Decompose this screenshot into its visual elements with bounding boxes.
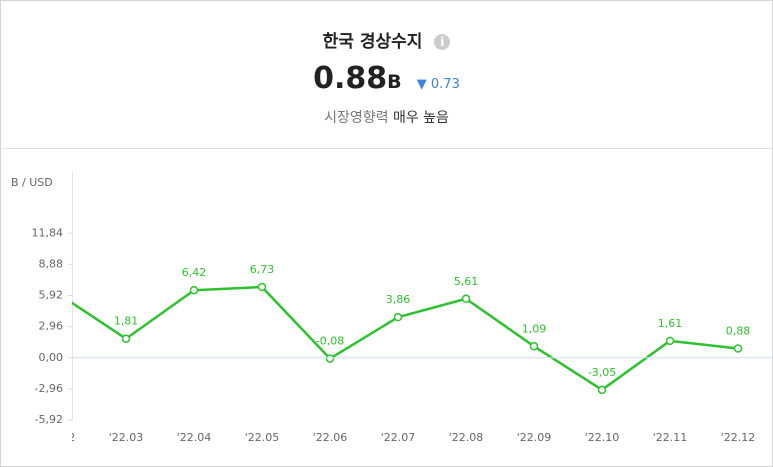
value-label: -0,08: [316, 335, 344, 348]
x-tick-label: '22.02: [41, 431, 76, 444]
value-label: 5,61: [454, 275, 479, 288]
value-label: 6,73: [250, 263, 275, 276]
x-tick-label: '22.06: [313, 431, 348, 444]
y-tick-label: 0,00: [39, 351, 64, 364]
unit: B: [387, 71, 402, 93]
y-axis-label: B / USD: [11, 176, 53, 189]
chart: B / USD '22.02 '22.03 '22.04 '22.05 '22.06 '2…: [11, 171, 772, 444]
x-tick-label: '22.11: [653, 431, 688, 444]
value-row: 0.88B ▼ 0.73: [1, 61, 772, 96]
impact-label: 시장영향력: [324, 110, 389, 126]
change-value: 0.73: [430, 77, 460, 92]
x-tick-label: '22.08: [449, 431, 484, 444]
value-label: 1,81: [114, 315, 139, 328]
value-label: 6,42: [182, 266, 207, 279]
y-tick-label: 8,88: [39, 257, 64, 270]
x-tick-label: '22.04: [177, 431, 212, 444]
change: ▼ 0.73: [416, 77, 460, 92]
point: [189, 285, 199, 295]
value: 0.88: [313, 61, 388, 96]
y-tick-label: 5,92: [39, 289, 64, 302]
info-icon[interactable]: i: [434, 34, 451, 50]
point: [597, 385, 607, 395]
impact: 시장영향력 매우 높음: [1, 107, 772, 127]
point: [257, 282, 267, 292]
title-row: 한국 경상수지 i: [1, 27, 772, 52]
value-label: 1,61: [658, 317, 683, 330]
x-tick-label: '22.09: [517, 431, 552, 444]
point: [393, 312, 403, 322]
point: [121, 334, 131, 343]
y-tick-label: -2,96: [35, 382, 63, 395]
value-label: 1,09: [522, 322, 547, 335]
point: [461, 294, 471, 304]
x-tick-label: '22.10: [585, 431, 620, 444]
x-tick-label: '22.12: [721, 431, 756, 444]
value-label: 0,88: [726, 324, 751, 337]
y-tick-label: 2,96: [39, 320, 64, 333]
x-tick-label: '22.05: [245, 431, 280, 444]
point: [665, 336, 675, 346]
point: [529, 342, 539, 351]
point: [733, 344, 743, 353]
impact-level: 매우 높음: [392, 110, 449, 126]
x-tick-label: '22.07: [381, 431, 416, 444]
header: 한국 경상수지 i 0.88B ▼ 0.73 시장영향력 매우 높음: [1, 1, 772, 149]
point: [325, 354, 335, 363]
value-label: -3,05: [588, 366, 616, 379]
y-tick-label: 11,84: [32, 226, 64, 239]
title: 한국 경상수지: [322, 32, 423, 52]
y-tick-label: -5,92: [35, 413, 63, 426]
x-tick-label: '22.03: [109, 431, 144, 444]
value-label: 3,86: [386, 293, 411, 306]
